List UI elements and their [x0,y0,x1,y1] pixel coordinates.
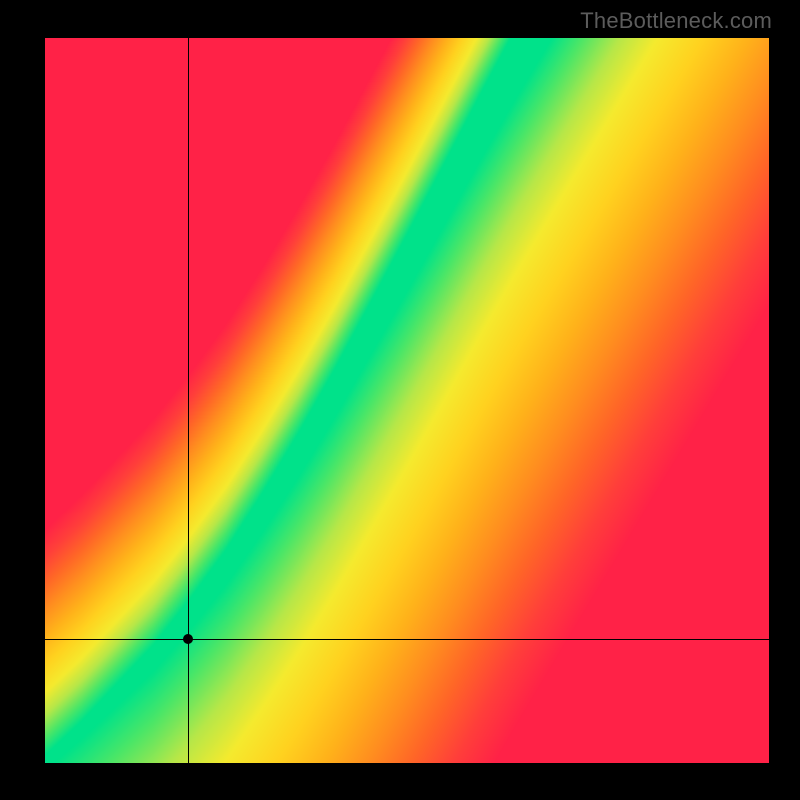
crosshair-vertical [188,38,189,763]
marker-dot [183,634,193,644]
crosshair-horizontal [45,639,769,640]
chart-container: TheBottleneck.com [0,0,800,800]
watermark-text: TheBottleneck.com [580,8,772,34]
heatmap-plot [45,38,769,763]
heatmap-canvas [45,38,769,763]
